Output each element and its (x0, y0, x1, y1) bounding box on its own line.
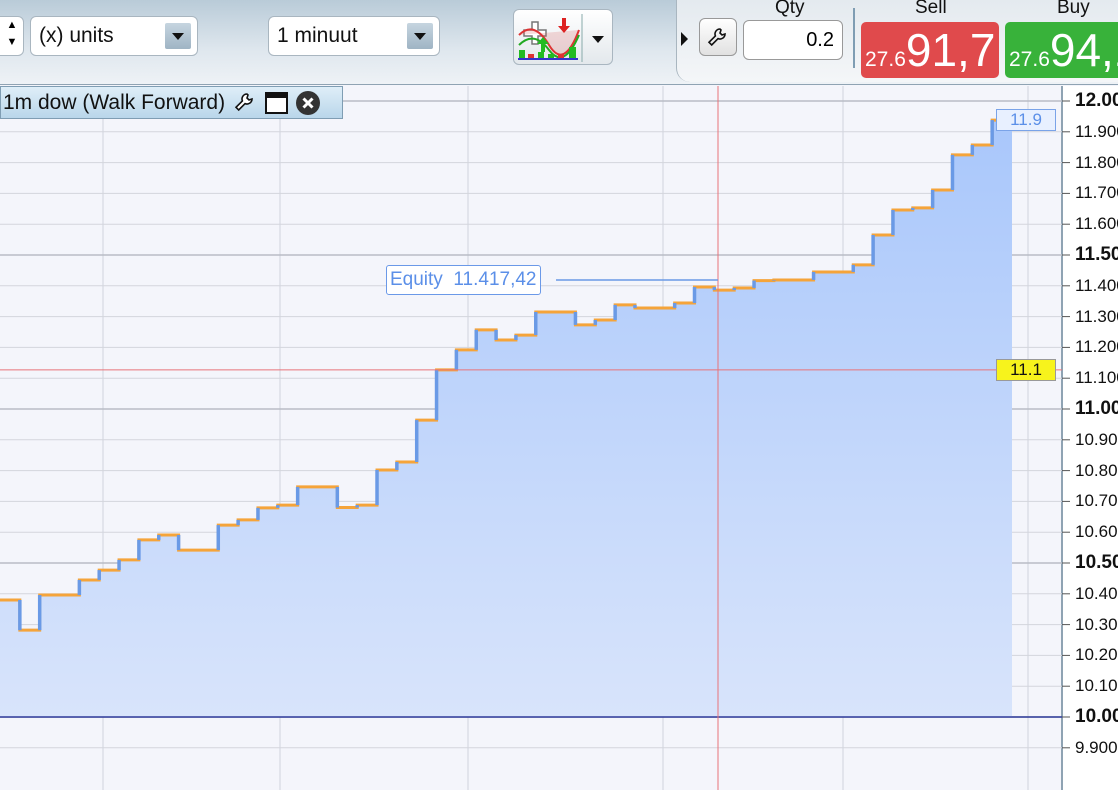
maximize-icon[interactable] (265, 91, 289, 114)
axis-tick-label: 10.300 (1075, 614, 1118, 634)
sell-price: 91,7 (905, 24, 996, 76)
qty-input[interactable]: 0.2 (743, 20, 843, 60)
spinner-down-icon[interactable]: ▼ (6, 36, 18, 48)
wrench-icon (707, 28, 726, 47)
buy-price: 94,1 (1049, 24, 1118, 76)
chevron-down-icon (407, 23, 433, 49)
axis-tick-label: 9.900 (1075, 737, 1118, 757)
equity-tooltip: Equity 11.417,42 (386, 265, 541, 295)
axis-tick-label: 10.200 (1075, 645, 1118, 665)
units-select[interactable]: (x) units (30, 16, 198, 56)
axis-tick-label: 11.100 (1075, 368, 1118, 388)
trade-panel: Qty 0.2 Sell Buy 27.691,7 27.694,1 (676, 0, 1118, 82)
expand-arrow-icon[interactable] (681, 32, 688, 46)
add-indicator-icon (518, 14, 604, 62)
axis-tick-label: 10.000 (1075, 706, 1118, 727)
qty-label: Qty (775, 0, 805, 18)
add-indicator-button[interactable] (513, 9, 613, 65)
equity-chart[interactable] (0, 86, 1118, 790)
axis-tick-label: 10.600 (1075, 522, 1118, 542)
sell-label: Sell (915, 0, 947, 18)
axis-tick-label: 10.100 (1075, 676, 1118, 696)
axis-tick-label: 11.800 (1075, 152, 1118, 172)
axis-tick-label: 10.800 (1075, 460, 1118, 480)
axis-background (1062, 86, 1118, 790)
buy-label: Buy (1057, 0, 1090, 18)
axis-tick-label: 11.400 (1075, 275, 1118, 295)
divider (853, 8, 855, 68)
toolbar: ▲ ▼ (x) units 1 minuut Qty 0.2 Sell Buy 2… (0, 0, 1118, 85)
axis-tick-label: 10.900 (1075, 429, 1118, 449)
timeframe-select[interactable]: 1 minuut (268, 16, 440, 56)
units-spinner[interactable]: ▲ ▼ (0, 16, 24, 56)
equity-label: Equity (390, 269, 443, 290)
chevron-down-icon (165, 23, 191, 49)
equity-value: 11.417,42 (453, 269, 537, 290)
sell-price-prefix: 27.6 (865, 48, 906, 71)
last-value-marker: 11.9 (996, 109, 1056, 132)
axis-tick-label: 12.000 (1075, 90, 1118, 111)
axis-tick-label: 10.700 (1075, 491, 1118, 511)
chevron-down-icon (592, 36, 604, 43)
sell-button[interactable]: 27.691,7 (861, 22, 999, 78)
axis-tick-label: 11.300 (1075, 306, 1118, 326)
buy-button[interactable]: 27.694,1 (1005, 22, 1118, 78)
axis-tick-label: 10.400 (1075, 583, 1118, 603)
buy-price-prefix: 27.6 (1009, 48, 1050, 71)
spinner-up-icon[interactable]: ▲ (6, 19, 18, 31)
axis-tick-label: 11.200 (1075, 337, 1118, 357)
crosshair-value-marker: 11.1 (996, 358, 1056, 381)
axis-tick-label: 11.000 (1075, 398, 1118, 419)
axis-tick-label: 11.700 (1075, 183, 1118, 203)
timeframe-select-value: 1 minuut (277, 24, 358, 47)
chart-title: 1m dow (Walk Forward) (3, 91, 226, 114)
units-select-value: (x) units (39, 24, 114, 47)
axis-tick-label: 11.500 (1075, 244, 1118, 265)
axis-tick-label: 11.600 (1075, 214, 1118, 234)
chart-title-tab: 1m dow (Walk Forward) (0, 86, 343, 119)
trade-settings-button[interactable] (699, 18, 737, 56)
equity-area (0, 120, 1012, 717)
close-icon[interactable] (296, 90, 321, 115)
axis-tick-label: 11.900 (1075, 121, 1118, 141)
wrench-icon[interactable] (233, 91, 257, 115)
axis-tick-label: 10.500 (1075, 552, 1118, 573)
